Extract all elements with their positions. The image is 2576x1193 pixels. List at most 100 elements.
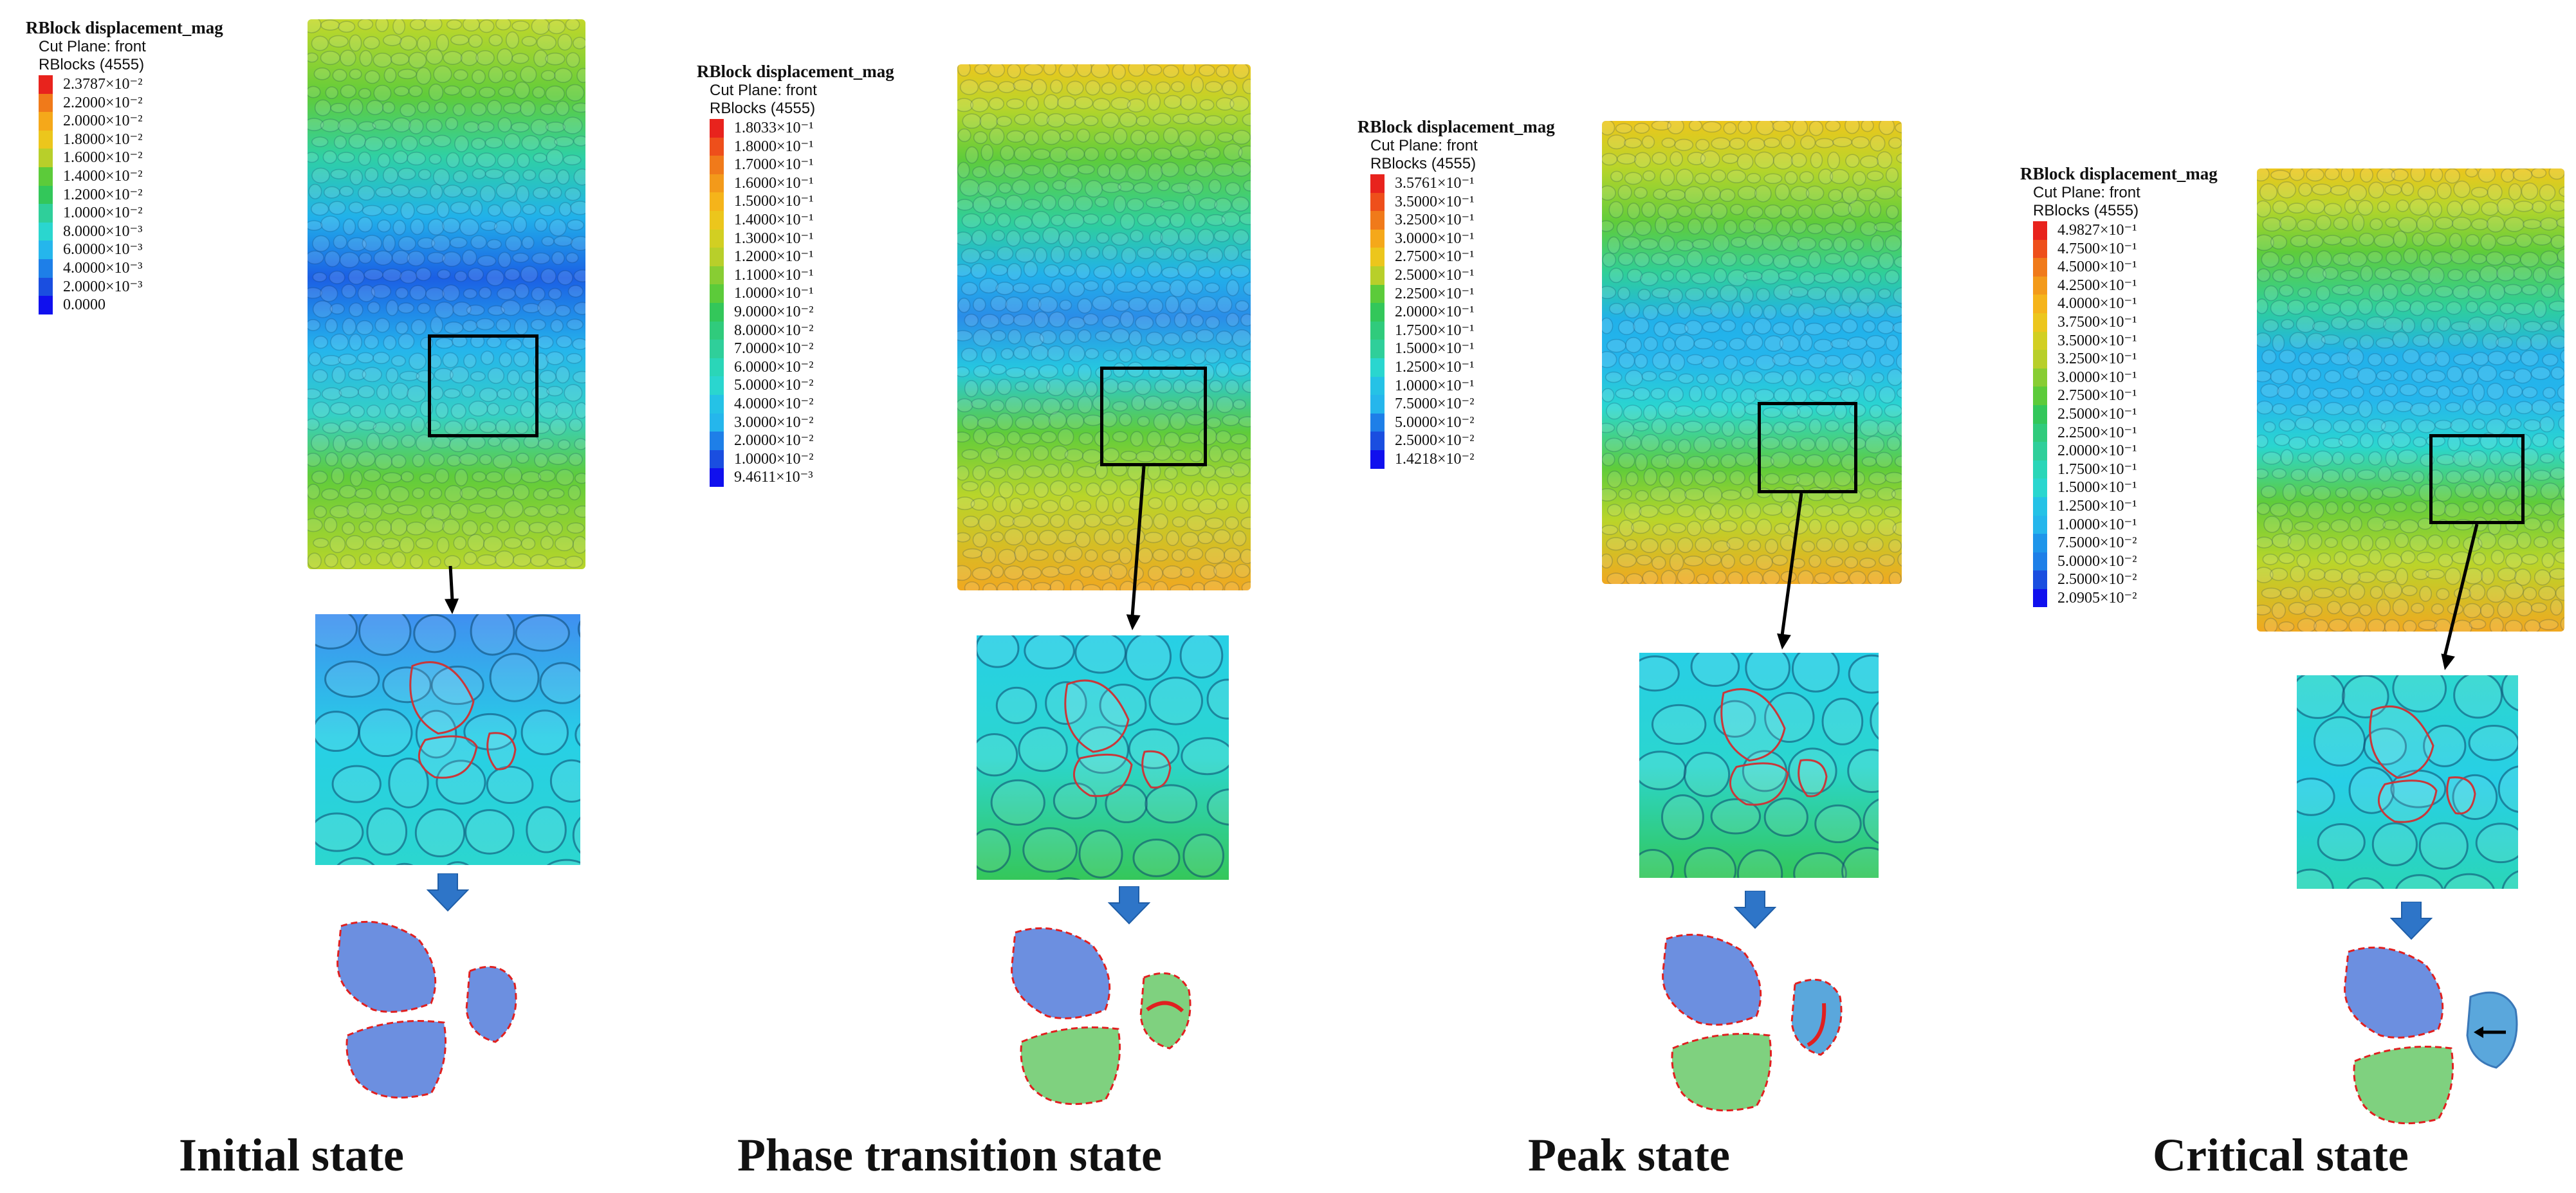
colorbar-tick-label: 4.0000×10⁻³ (63, 259, 143, 277)
colorbar-tick-label: 4.5000×10⁻¹ (2057, 259, 2137, 276)
highlighted-grain (1141, 750, 1172, 789)
colorbar-tick-label: 2.5000×10⁻² (2057, 571, 2137, 588)
colorbar-swatch (39, 130, 53, 149)
colorbar-tick-label: 1.5000×10⁻¹ (734, 193, 814, 210)
colorbar-tick-label: 2.3787×10⁻² (63, 76, 143, 93)
specimen-cut-plane (957, 64, 1251, 590)
colorbar-tick-label: 3.5761×10⁻¹ (1395, 175, 1475, 192)
colorbar-tick-label: 3.2500×10⁻¹ (2057, 351, 2137, 368)
colorbar-tick-label: 1.7000×10⁻¹ (734, 156, 814, 174)
colorbar-swatch (2033, 588, 2047, 608)
legend-title: RBlock displacement_mag (1357, 117, 1555, 136)
highlighted-grain (418, 735, 478, 779)
grain-upper (1011, 927, 1111, 1019)
colorbar-swatch (710, 468, 724, 487)
colorbar-tick-label: 1.1000×10⁻¹ (734, 266, 814, 284)
colorbar-ticks: 3.5761×10⁻¹ 3.5000×10⁻¹ 3.2500×10⁻¹ 3.0000×… (1395, 174, 1474, 469)
colorbar-tick-label: 1.8000×10⁻¹ (734, 138, 814, 155)
legend-title: RBlock displacement_mag (26, 18, 223, 37)
colorbar-swatch (1370, 229, 1385, 248)
highlighted-grain (1064, 679, 1130, 753)
colorbar-tick-label: 0.0000 (63, 296, 106, 314)
grain-upper (1662, 933, 1762, 1026)
colorbar-tick-label: 2.0000×10⁻¹ (1395, 304, 1475, 321)
highlighted-grain (2446, 776, 2476, 815)
colorbar-swatch (1370, 376, 1385, 396)
colorbar-swatch (2033, 496, 2047, 516)
colorbar-swatch (710, 340, 724, 358)
rotation-arrow (1807, 1003, 1826, 1047)
colorbar-swatch (2033, 405, 2047, 424)
colorbar-tick-label: 1.8033×10⁻¹ (734, 120, 814, 136)
colorbar-swatch (2033, 534, 2047, 552)
legend-rblocks: RBlocks (4555) (710, 100, 816, 117)
colorbar-swatch (2033, 350, 2047, 369)
colorbar-tick-label: 5.0000×10⁻² (1395, 414, 1475, 431)
grain-upper (336, 920, 437, 1013)
colorbar-tick-label: 2.2500×10⁻¹ (2057, 424, 2137, 441)
colorbar-swatch (39, 222, 53, 241)
displacement-field (2257, 168, 2564, 632)
legend-cut-plane: Cut Plane: front (710, 82, 817, 99)
highlighted-grain (1073, 753, 1133, 797)
zoomed-particles (1639, 653, 1879, 878)
colorbar-tick-label: 1.5000×10⁻¹ (1395, 340, 1475, 358)
blue-down-arrow (427, 873, 469, 912)
particles (308, 19, 585, 569)
colorbar-swatch (710, 284, 724, 303)
colorbar-swatch (39, 204, 53, 223)
colorbar-tick-label: 1.6000×10⁻² (63, 149, 143, 167)
colorbar-swatch (710, 229, 724, 248)
colorbar-swatch (2033, 331, 2047, 351)
legend-cut-plane: Cut Plane: front (2033, 184, 2140, 201)
colorbar-tick-label: 2.2000×10⁻² (63, 94, 143, 111)
colorbar-swatch (1370, 395, 1385, 414)
colorbar-tick-label: 6.0000×10⁻³ (63, 241, 143, 259)
colorbar-swatch (710, 376, 724, 395)
zoom-arrow (2441, 524, 2479, 670)
colorbar-tick-label: 1.0000×10⁻¹ (1395, 377, 1475, 394)
colorbar-swatch (710, 302, 724, 322)
colorbar-tick-label: 2.5000×10⁻² (1395, 432, 1475, 450)
colorbar-tick-label: 2.0905×10⁻² (2057, 589, 2137, 606)
zoomed-particles (977, 635, 1229, 880)
displacement-field (308, 19, 585, 569)
displacement-field (957, 64, 1251, 590)
colorbar-swatch (710, 394, 724, 414)
state-label: Initial state (179, 1129, 404, 1181)
legend-body: 1.8033×10⁻¹ 1.8000×10⁻¹ 1.7000×10⁻¹ 1.6000×… (710, 119, 903, 487)
colorbar-swatch (710, 450, 724, 469)
colorbar-swatch (710, 432, 724, 450)
state-label: Phase transition state (737, 1129, 1162, 1181)
colorbar-swatch (1370, 266, 1385, 285)
highlighted-grain (1729, 762, 1789, 806)
grain-right (1139, 972, 1191, 1050)
colorbar-swatch (1370, 450, 1385, 469)
colorbar-swatch (39, 241, 53, 259)
colorbar-tick-label: 1.7500×10⁻¹ (1395, 322, 1475, 339)
colorbar-tick-label: 1.0000×10⁻² (63, 205, 143, 222)
highlighted-grain (2369, 705, 2434, 779)
colorbar-ticks: 4.9827×10⁻¹ 4.7500×10⁻¹ 4.5000×10⁻¹ 4.2500×… (2057, 221, 2137, 607)
highlighted-grain (1720, 688, 1786, 762)
colorbar-swatch (710, 192, 724, 211)
colorbar-swatch (2033, 368, 2047, 387)
colorbar-swatch (710, 413, 724, 432)
particles (957, 64, 1251, 590)
grain-right (465, 965, 517, 1043)
colorbar-tick-label: 4.0000×10⁻² (734, 395, 814, 412)
colorbar-legend: RBlock displacement_mag Cut Plane: front R… (2020, 164, 2226, 608)
colorbar (710, 119, 724, 487)
legend-rblocks: RBlocks (4555) (39, 56, 145, 73)
grain-right (1790, 978, 1843, 1056)
colorbar-tick-label: 9.4611×10⁻³ (734, 469, 813, 486)
colorbar-tick-label: 8.0000×10⁻² (734, 322, 814, 339)
colorbar-legend: RBlock displacement_mag Cut Plane: front R… (26, 18, 232, 314)
legend-body: 2.3787×10⁻² 2.2000×10⁻² 2.0000×10⁻² 1.8000×… (39, 75, 232, 314)
colorbar-tick-label: 2.0000×10⁻² (63, 113, 143, 130)
colorbar-tick-label: 3.2500×10⁻¹ (1395, 212, 1475, 229)
colorbar-swatch (2033, 515, 2047, 534)
grain-lower (1020, 1026, 1121, 1106)
colorbar-swatch (1370, 174, 1385, 193)
colorbar-swatch (1370, 358, 1385, 377)
